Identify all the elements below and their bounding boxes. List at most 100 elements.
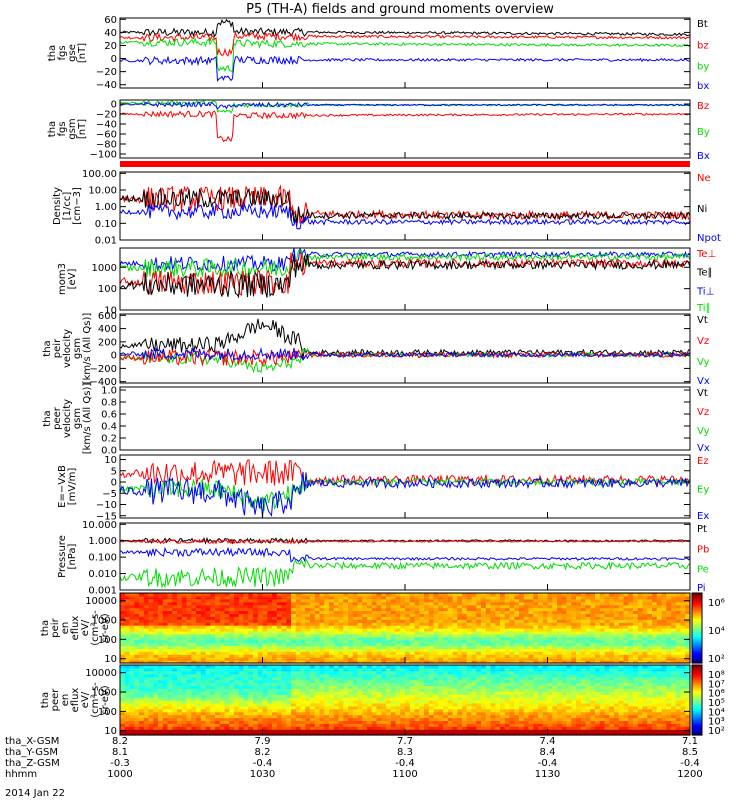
spectrogram-cell: [519, 628, 525, 632]
spectrogram-cell: [219, 673, 226, 678]
spectrogram-cell: [305, 665, 311, 669]
spectrogram-cell: [362, 676, 368, 681]
spectrogram-cell: [148, 616, 154, 620]
spectrogram-cell: [547, 607, 553, 612]
spectrogram-cell: [405, 660, 411, 664]
spectrogram-cell: [500, 610, 506, 614]
spectrogram-cell: [362, 593, 368, 597]
spectrogram-cell: [576, 633, 582, 638]
spectrogram-cell: [400, 622, 406, 626]
spectrogram-cell: [167, 633, 173, 638]
spectrogram-cell: [471, 642, 477, 647]
spectrogram-cell: [386, 691, 392, 695]
spectrogram-cell: [134, 639, 140, 644]
spectrogram-cell: [571, 601, 577, 606]
spectrogram-cell: [276, 700, 283, 704]
spectrogram-cell: [362, 628, 368, 632]
spectrogram-cell: [286, 720, 292, 724]
spectrogram-cell: [414, 702, 420, 707]
spectrogram-cell: [666, 622, 672, 626]
spectrogram-cell: [409, 628, 416, 632]
spectrogram-cell: [219, 667, 226, 672]
spectrogram-cell: [215, 670, 221, 675]
spectrogram-cell: [352, 598, 359, 603]
spectrogram-cell: [348, 616, 354, 620]
spectrogram-cell: [324, 651, 330, 655]
spectrogram-cell: [243, 708, 249, 713]
spectrogram-cell: [390, 717, 397, 721]
spectrogram-cell: [167, 630, 173, 635]
spectrogram-cell: [400, 633, 406, 638]
legend-ey: Ey: [697, 485, 709, 496]
spectrogram-cell: [286, 702, 292, 707]
spectrogram-cell: [395, 625, 401, 629]
spectrogram-cell: [466, 639, 472, 644]
spectrogram-cell: [466, 610, 472, 614]
spectrogram-cell: [134, 708, 140, 713]
spectrogram-cell: [357, 622, 363, 626]
spectrogram-cell: [547, 636, 553, 641]
spectrogram-cell: [181, 682, 188, 686]
spectrogram-cell: [395, 726, 401, 730]
spectrogram-cell: [243, 714, 249, 719]
spectrogram-cell: [348, 651, 354, 655]
spectrogram-cell: [186, 665, 192, 669]
spectrogram-cell: [267, 732, 273, 736]
spectrogram-cell: [314, 619, 321, 623]
spectrogram-cell: [162, 702, 169, 707]
spectrogram-cell: [504, 642, 511, 647]
spectrogram-cell: [295, 711, 302, 716]
spectrogram-cell: [338, 633, 344, 638]
spectrogram-cell: [462, 613, 468, 617]
spectrogram-cell: [158, 654, 164, 658]
spectrogram-cell: [433, 636, 439, 641]
spectrogram-cell: [338, 679, 344, 684]
spectrogram-cell: [314, 665, 321, 669]
spectrogram-cell: [276, 630, 283, 635]
spectrogram-cell: [405, 610, 411, 614]
spectrogram-cell: [143, 700, 150, 704]
spectrogram-cell: [533, 636, 539, 641]
spectrogram-cell: [362, 726, 368, 730]
spectrogram-cell: [267, 636, 273, 641]
spectrogram-cell: [281, 711, 287, 716]
spectrogram-cell: [158, 708, 164, 713]
spectrogram-cell: [139, 639, 145, 644]
spectrogram-cell: [162, 729, 169, 733]
spectrogram-cell: [542, 645, 549, 649]
spectrogram-cell: [400, 708, 406, 713]
colorbar-segment: [692, 656, 702, 659]
spectrogram-cell: [153, 657, 159, 661]
spectrogram-cell: [200, 694, 207, 698]
spectrogram-cell: [229, 682, 235, 686]
spectrogram-cell: [386, 720, 392, 724]
spectrogram-cell: [585, 593, 591, 597]
spectrogram-cell: [471, 633, 477, 638]
spectrogram-cell: [238, 726, 245, 730]
spectrogram-cell: [485, 645, 492, 649]
spectrogram-cell: [409, 625, 416, 629]
spectrogram-cell: [609, 654, 615, 658]
spectrogram-cell: [120, 673, 126, 678]
spectrogram-cell: [234, 616, 240, 620]
spectrogram-cell: [329, 711, 335, 716]
spectrogram-cell: [476, 642, 482, 647]
spectrogram-cell: [291, 705, 297, 710]
spectrogram-cell: [305, 616, 311, 620]
spectrogram-cell: [576, 604, 582, 609]
spectrogram-cell: [542, 613, 549, 617]
spectrogram-cell: [248, 601, 254, 606]
spectrogram-cell: [424, 726, 430, 730]
spectrogram-cell: [466, 625, 472, 629]
spectrogram-cell: [196, 616, 202, 620]
spectrogram-cell: [281, 660, 287, 664]
spectrogram-cell: [628, 645, 634, 649]
spectrogram-cell: [224, 714, 230, 719]
spectrogram-cell: [466, 622, 472, 626]
spectrogram-cell: [319, 654, 325, 658]
spectrogram-cell: [186, 604, 192, 609]
spectrogram-cell: [647, 593, 653, 597]
spectrogram-cell: [405, 607, 411, 612]
spectrogram-cell: [376, 726, 382, 730]
y-tick-label: 100: [98, 284, 117, 295]
